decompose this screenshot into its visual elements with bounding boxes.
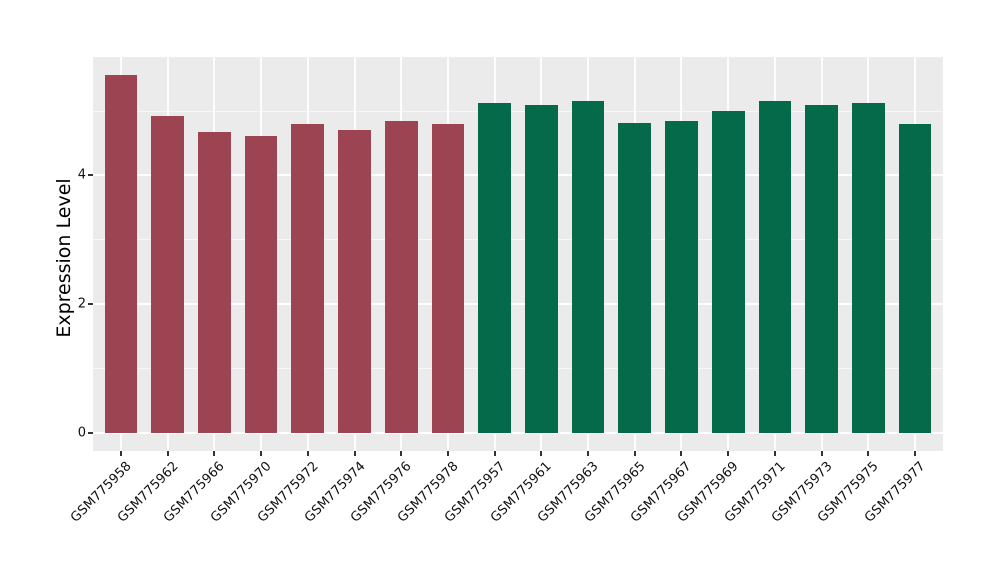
bar-GSM775957 xyxy=(478,102,511,433)
bar-GSM775974 xyxy=(338,129,371,433)
x-tick-mark-GSM775958 xyxy=(120,451,123,456)
x-tick-label-GSM775965: GSM775965 xyxy=(581,459,649,526)
bar-GSM775978 xyxy=(431,124,465,433)
x-tick-mark-GSM775963 xyxy=(587,451,590,456)
x-tick-mark-GSM775967 xyxy=(680,451,683,456)
y-tick-mark-0 xyxy=(88,431,93,434)
x-tick-label-GSM775957: GSM775957 xyxy=(441,459,509,526)
x-tick-label-GSM775977: GSM775977 xyxy=(861,459,929,526)
gridline-minor-y1 xyxy=(93,368,943,370)
x-tick-mark-GSM775957 xyxy=(493,451,496,456)
bar-GSM775961 xyxy=(525,104,558,433)
x-tick-label-GSM775971: GSM775971 xyxy=(721,459,789,526)
x-tick-label-GSM775963: GSM775963 xyxy=(535,459,602,526)
x-tick-label-GSM775974: GSM775974 xyxy=(301,459,369,526)
bar-GSM775967 xyxy=(665,120,698,433)
bar-GSM775970 xyxy=(244,136,278,433)
x-tick-label-GSM775973: GSM775973 xyxy=(768,459,836,526)
y-tick-mark-2 xyxy=(88,302,93,305)
gridline-major-y2 xyxy=(93,302,943,305)
x-tick-label-GSM775961: GSM775961 xyxy=(488,459,555,526)
y-tick-label-4: 4 xyxy=(77,167,86,183)
bar-GSM775975 xyxy=(851,102,885,433)
x-tick-label-GSM775966: GSM775966 xyxy=(161,459,229,526)
x-tick-mark-GSM775977 xyxy=(913,451,916,456)
y-tick-label-0: 0 xyxy=(77,425,86,441)
x-tick-mark-GSM775975 xyxy=(867,451,870,456)
x-tick-mark-GSM775973 xyxy=(820,451,823,456)
bar-GSM775973 xyxy=(805,105,838,433)
x-tick-label-GSM775975: GSM775975 xyxy=(815,459,882,526)
gridline-minor-y5 xyxy=(93,110,943,112)
x-tick-mark-GSM775972 xyxy=(306,451,309,456)
x-tick-mark-GSM775965 xyxy=(633,451,636,456)
bar-GSM775966 xyxy=(198,131,231,433)
bar-GSM775976 xyxy=(384,120,418,433)
x-tick-label-GSM775978: GSM775978 xyxy=(394,459,462,526)
x-tick-mark-GSM775974 xyxy=(353,451,356,456)
bar-GSM775972 xyxy=(291,124,325,433)
x-tick-label-GSM775969: GSM775969 xyxy=(675,459,742,526)
x-tick-mark-GSM775971 xyxy=(773,451,776,456)
bar-GSM775965 xyxy=(618,123,652,433)
x-tick-mark-GSM775978 xyxy=(446,451,449,456)
x-tick-label-GSM775970: GSM775970 xyxy=(208,459,275,526)
y-tick-label-2: 2 xyxy=(77,296,86,312)
gridline-major-y4 xyxy=(93,174,943,176)
bar-GSM775969 xyxy=(711,110,745,433)
x-tick-label-GSM775962: GSM775962 xyxy=(114,459,182,526)
y-axis-title-text: Expression Level xyxy=(53,178,75,338)
plot-panel xyxy=(93,57,943,451)
gridline-minor-y3 xyxy=(93,239,943,241)
x-tick-label-GSM775958: GSM775958 xyxy=(68,459,135,526)
x-tick-mark-GSM775970 xyxy=(260,451,263,456)
bar-GSM775962 xyxy=(151,115,185,433)
gridline-major-y0 xyxy=(93,431,943,434)
x-tick-label-GSM775972: GSM775972 xyxy=(254,459,322,526)
x-tick-mark-GSM775976 xyxy=(400,451,403,456)
bar-GSM775977 xyxy=(898,124,932,433)
x-tick-mark-GSM775962 xyxy=(166,451,169,456)
x-tick-mark-GSM775961 xyxy=(540,451,543,456)
bar-GSM775963 xyxy=(571,101,605,433)
x-tick-label-GSM775967: GSM775967 xyxy=(628,459,696,526)
bar-GSM775971 xyxy=(758,101,792,433)
x-tick-mark-GSM775969 xyxy=(727,451,730,456)
x-tick-label-GSM775976: GSM775976 xyxy=(348,459,415,526)
x-tick-mark-GSM775966 xyxy=(213,451,216,456)
bar-GSM775958 xyxy=(104,75,138,433)
y-tick-mark-4 xyxy=(88,174,93,176)
